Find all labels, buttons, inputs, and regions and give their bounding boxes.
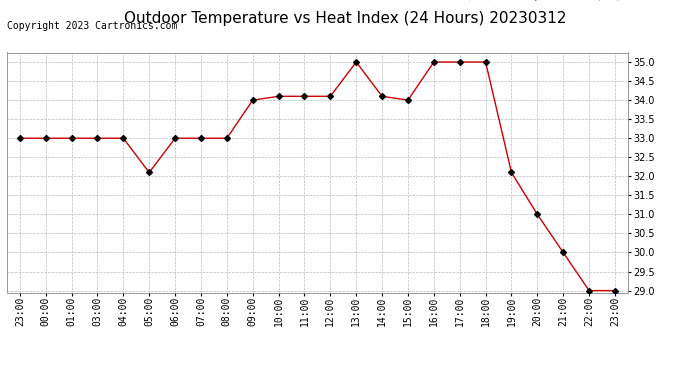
Legend: Heat Index (°F), Temperature (°F): Heat Index (°F), Temperature (°F) bbox=[374, 0, 622, 1]
Text: Copyright 2023 Cartronics.com: Copyright 2023 Cartronics.com bbox=[7, 21, 177, 31]
Text: Outdoor Temperature vs Heat Index (24 Hours) 20230312: Outdoor Temperature vs Heat Index (24 Ho… bbox=[124, 11, 566, 26]
